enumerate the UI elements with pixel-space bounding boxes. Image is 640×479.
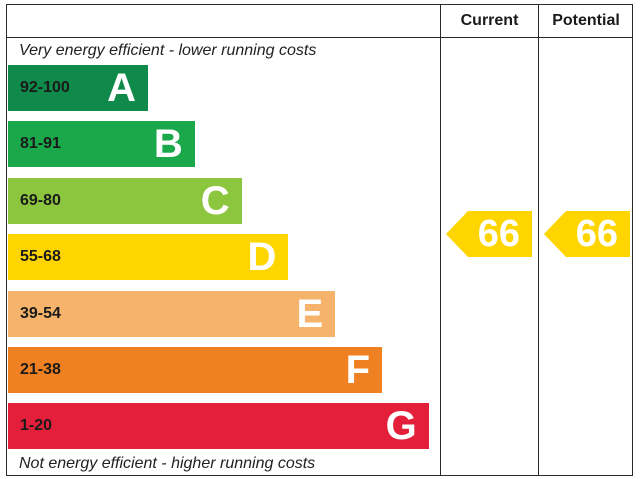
band-d: 55-68 D: [8, 234, 289, 281]
band-range-label: 81-91: [20, 135, 61, 153]
band-c: 69-80 C: [8, 177, 242, 224]
band-letter: F: [345, 348, 370, 392]
band-letter: E: [296, 291, 324, 336]
current-column-header: Current: [460, 12, 519, 29]
band-letter: D: [247, 235, 277, 280]
bottom-caption: Not energy efficient - higher running co…: [19, 455, 316, 472]
top-caption: Very energy efficient - lower running co…: [19, 42, 317, 59]
band-letter: A: [107, 66, 136, 110]
potential-arrow-shape: [544, 211, 630, 258]
current-rating-value: 66: [477, 213, 520, 256]
current-rating-arrow: 66: [446, 211, 532, 258]
band-range-label: 55-68: [20, 248, 61, 266]
band-g: 1-20 G: [8, 403, 429, 450]
chart-frame: [6, 4, 633, 476]
band-range-label: 39-54: [20, 304, 61, 322]
band-letter: B: [153, 122, 183, 167]
band-range-label: 21-38: [20, 361, 61, 378]
band-e: 39-54 E: [8, 290, 336, 337]
band-range-label: 1-20: [20, 417, 53, 435]
band-range-label: 92-100: [20, 79, 70, 96]
band-letter: G: [385, 404, 417, 449]
column-divider-current: [440, 4, 441, 476]
band-b: 81-91 B: [8, 121, 195, 168]
potential-rating-value: 66: [575, 213, 618, 256]
band-a: 92-100 A: [8, 65, 148, 111]
band-range-label: 69-80: [20, 191, 61, 209]
potential-rating-arrow: 66: [544, 211, 630, 258]
band-letter: C: [200, 178, 230, 223]
header-divider: [6, 37, 633, 38]
current-arrow-shape: [446, 211, 532, 258]
column-divider-potential: [538, 4, 539, 476]
potential-column-header: Potential: [552, 12, 620, 29]
band-f: 21-38 F: [8, 347, 382, 393]
